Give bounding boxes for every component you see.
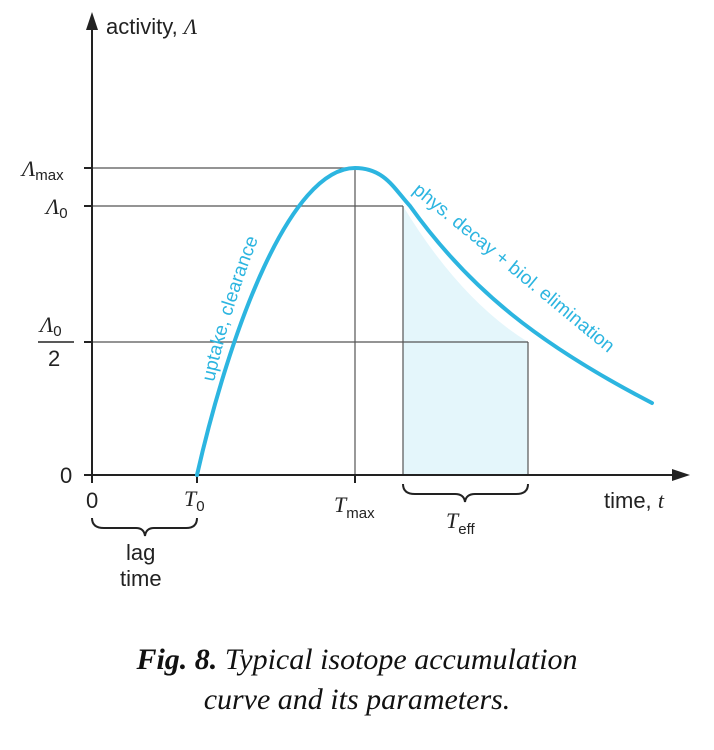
x-axis-arrow [672,469,690,481]
y-axis-arrow [86,12,98,30]
figure-caption: Fig. 8. Typical isotope accumulation cur… [0,640,714,720]
y-axis-label: activity, Λ [106,14,198,39]
lambda-0-label: Λ0 [44,194,68,222]
svg-text:2: 2 [48,346,60,371]
tmax-label: Tmax [334,492,375,522]
lambda-half-label: Λ0 2 [38,312,74,371]
caption-line2: curve and its parameters. [203,683,511,716]
teff-shaded-area [403,206,528,475]
teff-label: Teff [446,508,475,538]
y-zero-label: 0 [60,463,72,488]
guide-lines [92,167,529,475]
axes [86,24,678,480]
lag-time-bracket [91,517,198,537]
svg-text:Λ0: Λ0 [38,312,62,340]
lag-label-line2: time [120,566,162,591]
teff-bracket [402,483,529,503]
rise-label: uptake, clearance [198,233,263,383]
caption-figno: Fig. 8. [136,643,218,676]
x-zero-label: 0 [86,488,98,513]
accumulation-curve [195,165,654,477]
lag-label-line1: lag [126,540,155,565]
accumulation-diagram: uptake, clearance phys. decay + biol. el… [20,12,690,591]
x-axis-label: time, t [604,488,665,513]
caption-line1: Typical isotope accumulation [224,643,578,676]
t0-label: T0 [184,486,205,515]
lambda-max-label: Λmax [20,156,64,184]
